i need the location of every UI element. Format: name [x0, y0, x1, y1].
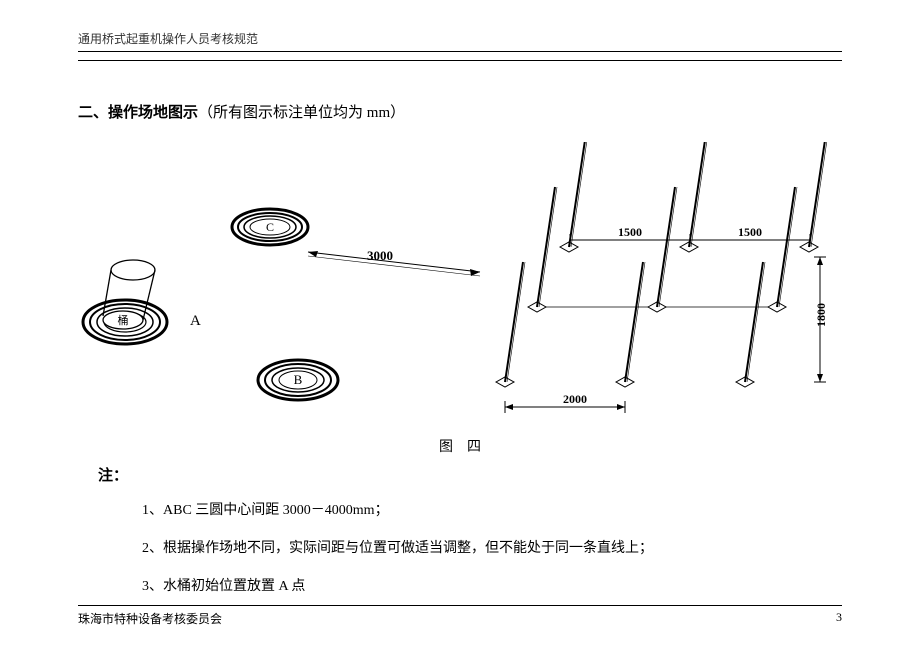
note-2: 2、根据操作场地不同，实际间距与位置可做适当调整，但不能处于同一条直线上；	[142, 537, 842, 557]
dim-1800: 1800	[814, 303, 828, 327]
doc-header: 通用桥式起重机操作人员考核规范	[78, 30, 842, 52]
note-1: 1、ABC 三圆中心间距 3000－4000mm；	[142, 499, 842, 519]
label-b: B	[294, 372, 303, 387]
dim-3000-text: 3000	[367, 248, 393, 263]
pole	[505, 262, 523, 382]
section-paren: （所有图示标注单位均为 mm）	[198, 105, 405, 121]
dim-1500a: 1500	[618, 225, 642, 239]
pole	[657, 187, 675, 307]
footer-page: 3	[836, 610, 842, 627]
footer-org: 珠海市特种设备考核委员会	[78, 610, 222, 627]
note-3: 3、水桶初始位置放置 A 点	[142, 575, 842, 595]
dim-3000: 3000	[308, 248, 480, 276]
section-number: 二、	[78, 105, 108, 121]
dim-1500b: 1500	[738, 225, 762, 239]
notes-title: 注：	[98, 464, 842, 485]
figure-area: C 桶 A	[78, 142, 842, 432]
dim-2000: 2000	[563, 392, 587, 406]
label-bucket: 桶	[118, 313, 129, 327]
pole	[745, 262, 763, 382]
pole	[625, 262, 643, 382]
figure-caption: 图 四	[78, 436, 842, 456]
label-c: C	[266, 220, 274, 234]
header-rule	[78, 60, 842, 61]
left-diagram: C 桶 A	[83, 209, 480, 400]
section-title: 二、操作场地图示（所有图示标注单位均为 mm）	[78, 101, 842, 122]
right-diagram: 1500 1500 2000	[496, 142, 829, 413]
pole	[537, 187, 555, 307]
section-heading: 操作场地图示	[108, 105, 198, 121]
figure-svg: C 桶 A	[78, 142, 842, 432]
footer: 珠海市特种设备考核委员会 3	[78, 605, 842, 627]
label-a: A	[190, 313, 201, 329]
pole	[777, 187, 795, 307]
